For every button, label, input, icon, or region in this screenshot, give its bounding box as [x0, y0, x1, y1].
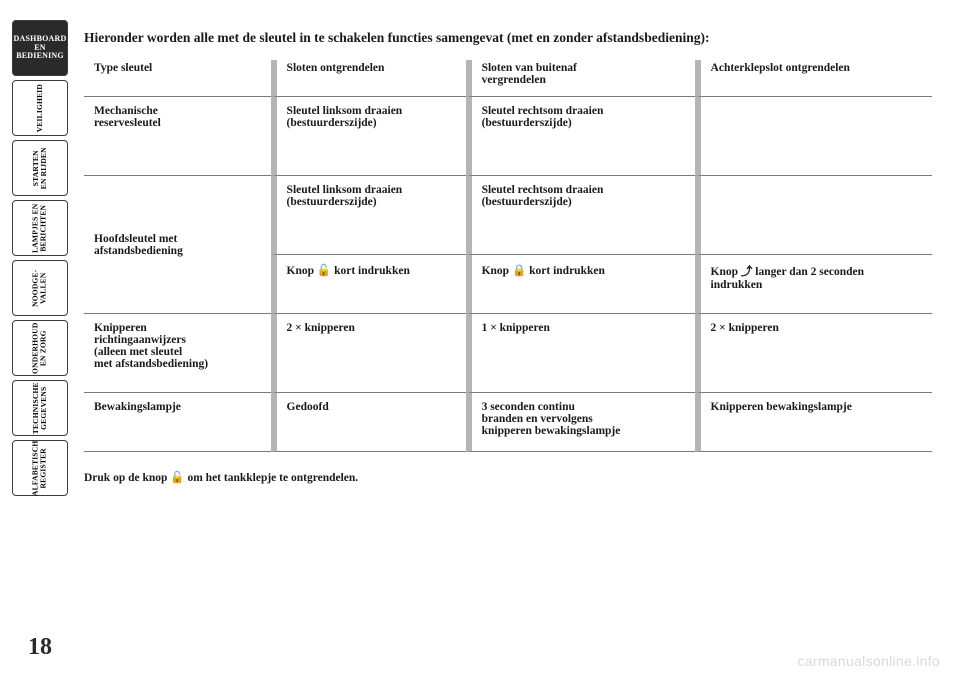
cell-type: Bewakingslampje: [84, 393, 271, 451]
tab-label: STARTEN EN RIJDEN: [32, 147, 49, 189]
header-sloten-ontgrendelen: Sloten ontgrendelen: [271, 60, 466, 96]
header-type-sleutel: Type sleutel: [84, 60, 271, 96]
cell-unlock: Sleutel linksom draaien (bestuurderszijd…: [271, 176, 466, 254]
cell-trunk: Knop ⤴ langer dan 2 seconden indrukken: [695, 255, 932, 313]
cell-trunk: [695, 97, 932, 175]
cell-trunk: Knipperen bewakingslampje: [695, 393, 932, 451]
tab-label: DASHBOARD EN BEDIENING: [14, 35, 67, 61]
header-sloten-vergrendelen: Sloten van buitenaf vergrendelen: [466, 60, 695, 96]
tab-label: ONDERHOUD EN ZORG: [32, 322, 49, 373]
cell-type: Mechanische reservesleutel: [84, 97, 271, 175]
table-header-row: Type sleutel Sloten ontgrendelen Sloten …: [84, 60, 932, 96]
tab-dashboard-en-bediening[interactable]: DASHBOARD EN BEDIENING: [12, 20, 68, 76]
tab-label: ALFABETISCH REGISTER: [32, 440, 49, 495]
page-number: 18: [12, 634, 68, 661]
outro-text: Druk op de knop 🔓 om het tankklepje te o…: [84, 470, 932, 484]
watermark-text: carmanualsonline.info: [798, 653, 941, 669]
table-rule: [84, 451, 932, 452]
tab-onderhoud-en-zorg[interactable]: ONDERHOUD EN ZORG: [12, 320, 68, 376]
tab-alfabetisch-register[interactable]: ALFABETISCH REGISTER: [12, 440, 68, 496]
tab-lampjes-en-berichten[interactable]: LAMPJES EN BERICHTEN: [12, 200, 68, 256]
table-row: Mechanische reservesleutel Sleutel links…: [84, 97, 932, 175]
cell-type: Knipperen richtingaanwijzers (alleen met…: [84, 314, 271, 392]
key-functions-table: Type sleutel Sloten ontgrendelen Sloten …: [84, 60, 932, 452]
page-content: Hieronder worden alle met de sleutel in …: [84, 30, 932, 617]
cell-unlock: Sleutel linksom draaien (bestuurderszijd…: [271, 97, 466, 175]
tab-label: TECHNISCHE GEGEVENS: [32, 382, 49, 434]
cell-type: Hoofdsleutel met afstandsbediening: [84, 176, 271, 313]
manual-page: DASHBOARD EN BEDIENING VEILIGHEID STARTE…: [0, 0, 960, 677]
tab-label: LAMPJES EN BERICHTEN: [32, 203, 49, 252]
table-row: Bewakingslampje Gedoofd 3 seconden conti…: [84, 393, 932, 451]
cell-unlock: Gedoofd: [271, 393, 466, 451]
section-tabs-sidebar: DASHBOARD EN BEDIENING VEILIGHEID STARTE…: [12, 20, 68, 496]
cell-unlock: Knop 🔓 kort indrukken: [271, 255, 466, 313]
table-row: Knipperen richtingaanwijzers (alleen met…: [84, 314, 932, 392]
cell-trunk: [695, 176, 932, 254]
cell-unlock: 2 × knipperen: [271, 314, 466, 392]
table-row: Hoofdsleutel met afstandsbediening Sleut…: [84, 176, 932, 254]
tab-technische-gegevens[interactable]: TECHNISCHE GEGEVENS: [12, 380, 68, 436]
header-achterklepslot: Achterklepslot ontgrendelen: [695, 60, 932, 96]
cell-lock: Sleutel rechtsom draaien (bestuurderszij…: [466, 97, 695, 175]
cell-lock: 3 seconden continu branden en vervolgens…: [466, 393, 695, 451]
tab-label: VEILIGHEID: [36, 84, 44, 132]
tab-label: NOODGE- VALLEN: [32, 269, 49, 306]
intro-text: Hieronder worden alle met de sleutel in …: [84, 30, 932, 46]
cell-trunk: 2 × knipperen: [695, 314, 932, 392]
tab-starten-en-rijden[interactable]: STARTEN EN RIJDEN: [12, 140, 68, 196]
tab-veiligheid[interactable]: VEILIGHEID: [12, 80, 68, 136]
cell-lock: 1 × knipperen: [466, 314, 695, 392]
cell-lock: Sleutel rechtsom draaien (bestuurderszij…: [466, 176, 695, 254]
tab-noodgevallen[interactable]: NOODGE- VALLEN: [12, 260, 68, 316]
cell-lock: Knop 🔒 kort indrukken: [466, 255, 695, 313]
